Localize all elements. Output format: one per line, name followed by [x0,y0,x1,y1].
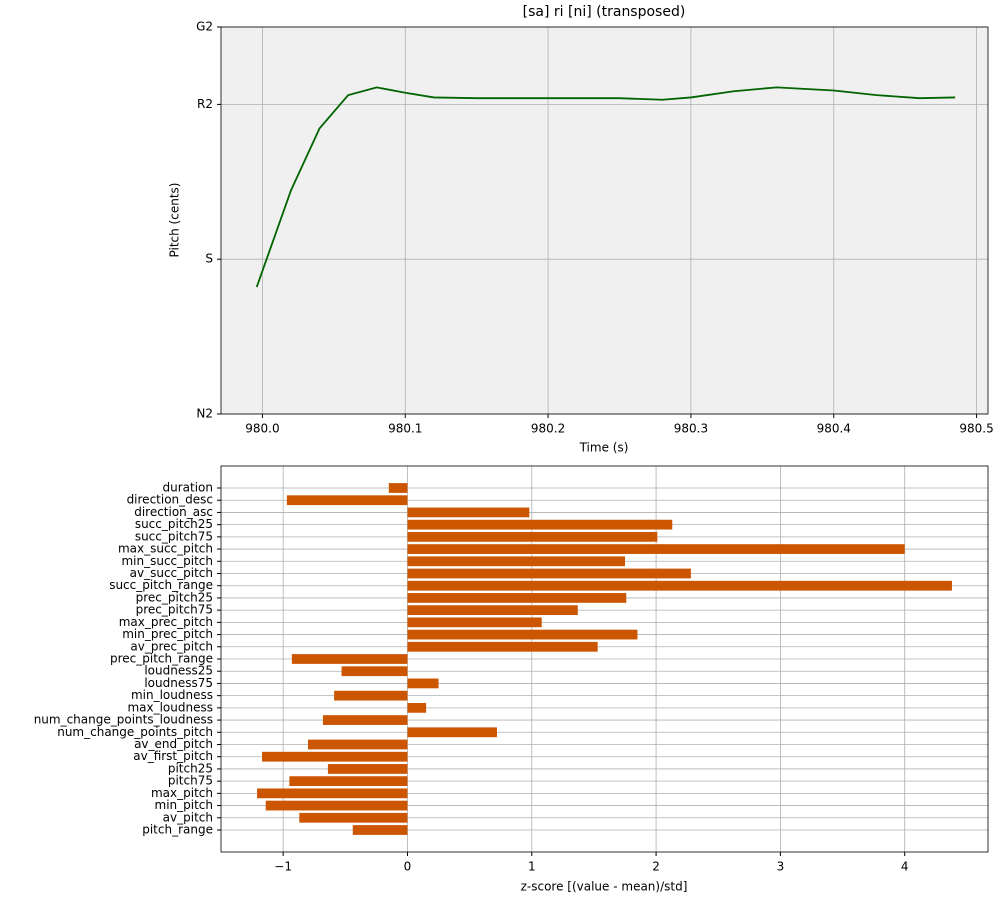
bar [299,812,408,823]
bar [407,629,638,640]
y-tick-label: av_end_pitch [134,737,213,751]
y-tick-label: pitch_range [142,823,213,837]
y-tick-label: succ_pitch_range [109,578,213,592]
y-tick-label: max_pitch [151,786,213,800]
y-tick-label: min_succ_pitch [121,554,213,568]
bar [265,800,408,811]
x-tick-label: 980.5 [959,422,993,436]
bar [257,788,408,799]
y-tick-label: G2 [196,20,213,34]
y-tick-label: N2 [196,407,213,421]
y-tick-label: pitch75 [168,774,213,788]
axes-background [221,27,988,414]
y-tick-label: av_prec_pitch [130,639,213,653]
bar [352,825,408,835]
y-tick-label: max_loudness [127,700,213,714]
y-tick-label: min_loudness [131,688,213,702]
y-tick-label: num_change_points_loudness [34,713,213,727]
y-tick-label: min_prec_pitch [122,627,213,641]
y-tick-label: min_pitch [155,798,214,812]
y-tick-label: max_prec_pitch [119,615,213,629]
bar [308,739,408,750]
x-tick-label: 980.3 [674,422,708,436]
y-tick-label: loudness75 [144,676,213,690]
x-tick-label: 4 [901,860,909,874]
bar [407,617,542,628]
axes-frame [220,26,989,415]
bar [327,764,408,774]
y-tick-label: av_succ_pitch [130,566,213,580]
y-tick-label: succ_pitch75 [135,529,213,543]
bar [407,727,497,738]
bar [407,568,691,579]
y-tick-label: av_first_pitch [133,749,213,763]
bar [407,678,439,689]
bar [407,593,627,603]
x-tick-label: 0 [404,860,412,874]
bar [407,702,427,713]
y-tick-label: loudness25 [144,664,213,678]
x-axis-label: Time (s) [579,441,629,455]
bar [407,519,673,530]
x-tick-label: 980.1 [388,422,422,436]
y-tick-label: prec_pitch75 [136,603,213,617]
bar [289,776,408,787]
bar [407,556,626,567]
x-tick-label: 980.2 [531,422,565,436]
y-tick-label: direction_asc [134,505,213,519]
bar [322,715,408,725]
bar [407,507,530,518]
bar [388,483,408,493]
x-tick-label: −1 [274,860,292,874]
bar [407,641,598,652]
y-tick-label: prec_pitch25 [136,590,213,604]
y-tick-label: max_succ_pitch [118,542,213,556]
x-tick-label: 3 [777,860,785,874]
y-tick-label: duration [163,481,214,495]
x-tick-label: 2 [652,860,660,874]
bar [262,751,408,762]
bar [407,580,952,591]
bar [286,495,408,506]
y-tick-label: av_pitch [163,810,213,824]
bar [291,654,408,664]
y-axis-label: Pitch (cents) [168,183,182,258]
y-tick-label: prec_pitch_range [110,652,213,666]
bar [334,690,408,701]
x-tick-label: 980.4 [817,422,851,436]
y-tick-label: S [205,252,213,266]
bar [407,544,905,554]
bar [341,666,408,677]
axes-frame [220,465,989,853]
bar [407,531,658,542]
x-tick-label: 980.0 [245,422,279,436]
x-axis-label: z-score [(value - mean)/std] [521,880,688,894]
chart-title: [sa] ri [ni] (transposed) [523,4,686,20]
pitch-line [255,86,956,288]
y-tick-label: direction_desc [127,493,213,507]
bar [407,605,578,616]
y-tick-label: pitch25 [168,761,213,775]
x-tick-label: 1 [528,860,536,874]
y-tick-label: succ_pitch25 [135,517,213,531]
y-tick-label: R2 [197,97,213,111]
y-tick-label: num_change_points_pitch [57,725,213,739]
